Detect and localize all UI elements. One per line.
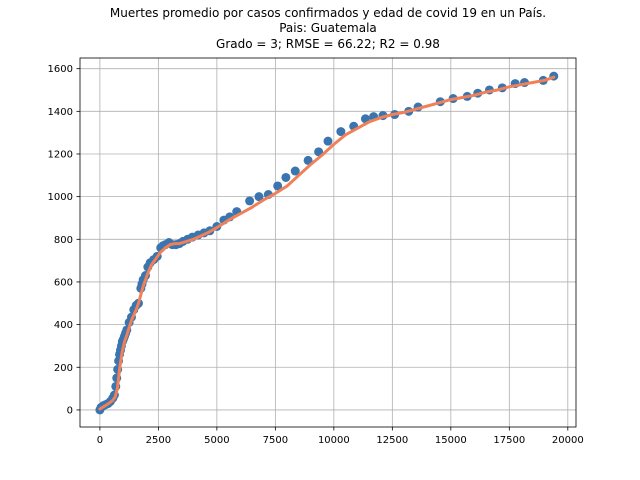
y-tick-label: 800 bbox=[54, 235, 73, 246]
fit-line bbox=[98, 75, 556, 411]
scatter-point bbox=[303, 155, 313, 165]
chart-title-line-2: Pais: Guatemala bbox=[279, 21, 377, 35]
chart-title-line-3: Grado = 3; RMSE = 66.22; R2 = 0.98 bbox=[216, 37, 440, 51]
y-tick-label: 0 bbox=[67, 405, 73, 416]
fit-series bbox=[98, 75, 556, 411]
x-tick-label: 12500 bbox=[376, 435, 408, 446]
x-tick-label: 5000 bbox=[204, 435, 229, 446]
scatter-point bbox=[336, 127, 346, 137]
y-tick-label: 400 bbox=[54, 320, 73, 331]
y-tick-label: 1600 bbox=[48, 64, 73, 75]
scatter-point bbox=[290, 166, 300, 176]
scatter-point bbox=[323, 136, 333, 146]
plot-frame bbox=[79, 57, 577, 428]
y-tick-label: 1000 bbox=[48, 192, 73, 203]
x-tick-label: 17500 bbox=[493, 435, 525, 446]
y-tick-label: 1400 bbox=[48, 107, 73, 118]
y-tick-label: 1200 bbox=[48, 149, 73, 160]
x-tick-label: 15000 bbox=[435, 435, 467, 446]
x-tick-label: 2500 bbox=[146, 435, 171, 446]
scatter-point bbox=[245, 196, 255, 206]
scatter-point bbox=[273, 181, 283, 191]
y-tick-label: 600 bbox=[54, 277, 73, 288]
scatter-point bbox=[254, 192, 264, 202]
axes: 0 2500 5000 7500 10000 12500 15000 17500 20000 0 2… bbox=[48, 57, 584, 446]
y-tick-label: 200 bbox=[54, 363, 73, 374]
x-tick-label: 10000 bbox=[318, 435, 350, 446]
scatter-point bbox=[314, 147, 324, 157]
x-tick-label: 7500 bbox=[263, 435, 288, 446]
scatter-point bbox=[281, 172, 291, 182]
x-tick-label: 0 bbox=[97, 435, 103, 446]
chart-title-line-1: Muertes promedio por casos confirmados y… bbox=[110, 6, 546, 20]
x-tick-label: 20000 bbox=[552, 435, 584, 446]
grid bbox=[80, 58, 576, 427]
